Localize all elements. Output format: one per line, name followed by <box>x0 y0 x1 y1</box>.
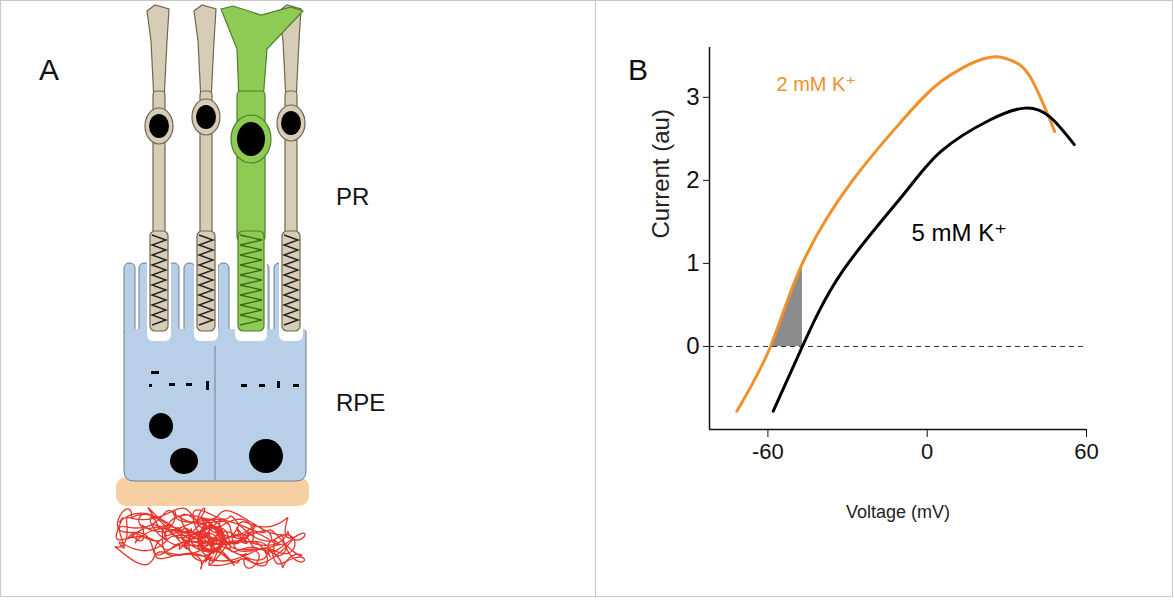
html-text:A: A <box>39 53 59 86</box>
svg-text:0: 0 <box>686 332 699 359</box>
svg-text:2: 2 <box>686 166 699 193</box>
html-text:B: B <box>628 53 648 86</box>
svg-text:2 mM K⁺: 2 mM K⁺ <box>777 73 856 95</box>
svg-text:5 mM K⁺: 5 mM K⁺ <box>912 219 1007 246</box>
svg-text:0: 0 <box>921 439 933 464</box>
svg-text:PR: PR <box>336 183 369 210</box>
svg-text:60: 60 <box>1074 439 1098 464</box>
svg-text:RPE: RPE <box>336 389 385 416</box>
svg-text:Current (au): Current (au) <box>647 109 674 238</box>
svg-text:3: 3 <box>686 83 699 110</box>
svg-text:1: 1 <box>686 249 699 276</box>
svg-text:-60: -60 <box>752 439 784 464</box>
svg-text:Voltage (mV): Voltage (mV) <box>846 502 950 522</box>
